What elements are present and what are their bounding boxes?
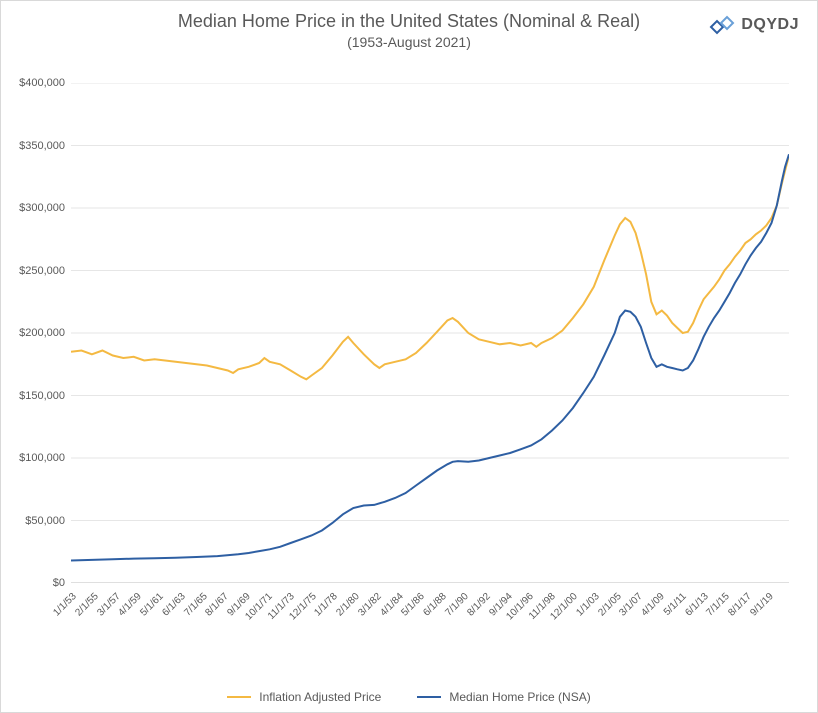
legend: Inflation Adjusted Price Median Home Pric… <box>1 690 817 704</box>
chart-title: Median Home Price in the United States (… <box>1 11 817 32</box>
x-axis-tick-label: 2/1/80 <box>334 591 361 618</box>
logo-icon <box>709 13 737 37</box>
legend-label: Inflation Adjusted Price <box>259 690 381 704</box>
x-axis-tick-label: 5/1/61 <box>138 591 165 618</box>
x-axis-tick-label: 6/1/13 <box>683 591 710 618</box>
legend-item: Median Home Price (NSA) <box>417 690 590 704</box>
x-axis-tick-label: 2/1/05 <box>596 591 623 618</box>
legend-swatch <box>417 696 441 698</box>
chart-container: Median Home Price in the United States (… <box>0 0 818 713</box>
x-axis-tick-label: 2/1/55 <box>73 591 100 618</box>
y-axis-tick-label: $100,000 <box>19 452 71 464</box>
legend-item: Inflation Adjusted Price <box>227 690 381 704</box>
plot-area: $0$50,000$100,000$150,000$200,000$250,00… <box>71 83 789 583</box>
y-axis-tick-label: $300,000 <box>19 202 71 214</box>
x-axis-tick-label: 3/1/07 <box>618 591 645 618</box>
x-axis-tick-label: 7/1/15 <box>705 591 732 618</box>
x-axis-tick-label: 6/1/63 <box>160 591 187 618</box>
legend-swatch <box>227 696 251 698</box>
y-axis-tick-label: $400,000 <box>19 77 71 89</box>
y-axis-tick-label: $0 <box>53 577 71 589</box>
x-axis-tick-label: 3/1/82 <box>356 591 383 618</box>
x-axis-tick-label: 4/1/59 <box>117 591 144 618</box>
x-axis-tick-label: 4/1/09 <box>639 591 666 618</box>
plot-svg <box>71 83 789 583</box>
x-axis-tick-label: 4/1/84 <box>378 591 405 618</box>
x-axis-labels: 1/1/532/1/553/1/574/1/595/1/616/1/637/1/… <box>71 585 789 665</box>
x-axis-tick-label: 5/1/86 <box>400 591 427 618</box>
logo-text: DQYDJ <box>741 16 799 34</box>
y-axis-tick-label: $50,000 <box>25 515 71 527</box>
x-axis-tick-label: 6/1/88 <box>422 591 449 618</box>
x-axis-tick-label: 1/1/78 <box>313 591 340 618</box>
x-axis-tick-label: 8/1/67 <box>204 591 231 618</box>
x-axis-tick-label: 8/1/92 <box>465 591 492 618</box>
x-axis-tick-label: 1/1/53 <box>51 591 78 618</box>
y-axis-tick-label: $200,000 <box>19 327 71 339</box>
y-axis-tick-label: $250,000 <box>19 265 71 277</box>
logo: DQYDJ <box>709 13 799 37</box>
x-axis-tick-label: 5/1/11 <box>662 591 689 618</box>
y-axis-tick-label: $150,000 <box>19 390 71 402</box>
x-axis-tick-label: 8/1/17 <box>727 591 754 618</box>
series-line <box>71 154 789 560</box>
title-block: Median Home Price in the United States (… <box>1 1 817 50</box>
y-axis-tick-label: $350,000 <box>19 140 71 152</box>
x-axis-tick-label: 3/1/57 <box>95 591 122 618</box>
x-axis-tick-label: 7/1/65 <box>182 591 209 618</box>
chart-subtitle: (1953-August 2021) <box>1 34 817 50</box>
x-axis-tick-label: 1/1/03 <box>574 591 601 618</box>
x-axis-tick-label: 7/1/90 <box>443 591 470 618</box>
legend-label: Median Home Price (NSA) <box>449 690 590 704</box>
x-axis-tick-label: 9/1/19 <box>748 591 775 618</box>
series-line <box>71 156 789 380</box>
